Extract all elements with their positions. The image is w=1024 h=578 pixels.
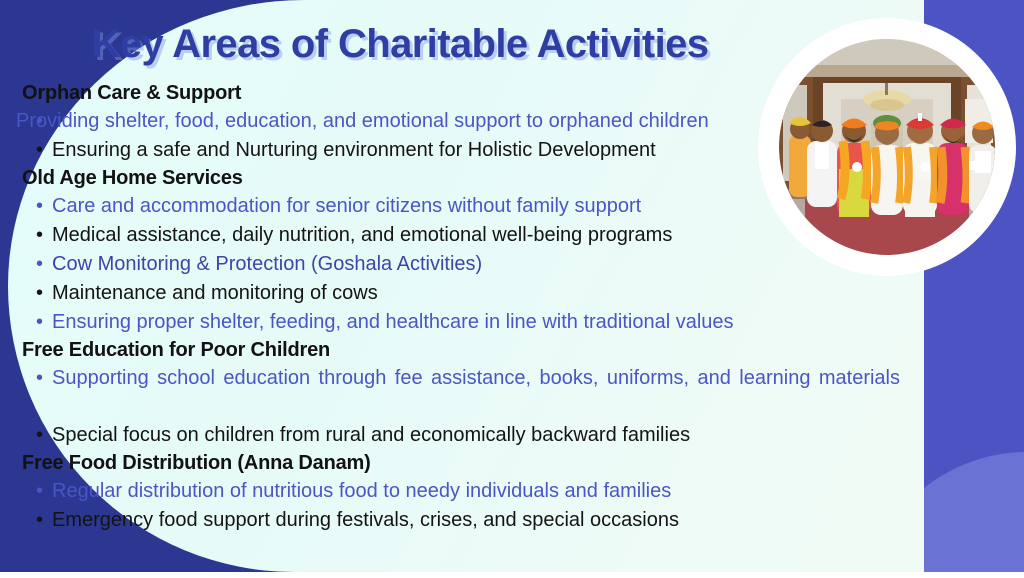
photo-circle-frame	[758, 18, 1016, 276]
list-item-text: Regular distribution of nutritious food …	[52, 480, 672, 502]
list-item-text: Ensuring proper shelter, feeding, and he…	[52, 311, 734, 333]
bullet-dot-icon: •	[36, 224, 44, 246]
section-heading-free-education: Free Education for Poor Children	[22, 339, 331, 361]
page-title: Key Areas of Charitable Activities	[91, 22, 709, 66]
list-item: • Maintenance and monitoring of cows	[22, 279, 900, 307]
section-heading-old-age-home: Old Age Home Services	[22, 167, 243, 189]
list-item-text: Emergency food support during festivals,…	[52, 509, 679, 531]
section-heading-orphan-care: Orphan Care & Support	[22, 82, 242, 104]
list-item: • Providing shelter, food, education, an…	[16, 107, 900, 135]
list-item-text: Ensuring a safe and Nurturing environmen…	[52, 139, 656, 161]
list-item: • Cow Monitoring & Protection (Goshala A…	[22, 250, 900, 278]
bullet-dot-icon: •	[36, 282, 44, 304]
list-item: • Emergency food support during festival…	[22, 506, 900, 534]
bottom-edge-strip	[0, 572, 1024, 578]
bullet-dot-icon: •	[36, 311, 44, 333]
bullet-dot-icon: •	[36, 253, 44, 275]
list-item: • Supporting school education through fe…	[22, 364, 900, 420]
bullet-dot-icon: •	[36, 367, 44, 389]
list-item-text: Special focus on children from rural and…	[52, 424, 691, 446]
group-photo-illustration	[779, 39, 995, 255]
content-body: Orphan Care & Support • Providing shelte…	[0, 80, 900, 535]
bullet-dot-icon: •	[36, 509, 44, 531]
group-photo	[779, 39, 995, 255]
bullet-dot-icon: •	[36, 424, 44, 446]
list-item-text: Providing shelter, food, education, and …	[16, 110, 709, 132]
list-item: • Ensuring a safe and Nurturing environm…	[22, 136, 900, 164]
list-item: • Regular distribution of nutritious foo…	[22, 477, 900, 505]
bullet-dot-icon: •	[36, 480, 44, 502]
bullet-dot-icon: •	[36, 195, 44, 217]
list-item: • Special focus on children from rural a…	[22, 421, 900, 449]
list-item: • Medical assistance, daily nutrition, a…	[22, 221, 900, 249]
section-heading-free-food: Free Food Distribution (Anna Danam)	[22, 452, 371, 474]
bullet-dot-icon: •	[36, 139, 44, 161]
bullet-dot-icon: •	[36, 110, 44, 132]
list-item-text: Cow Monitoring & Protection (Goshala Act…	[52, 253, 483, 275]
list-item-text: Supporting school education through fee …	[52, 367, 900, 389]
list-item: • Care and accommodation for senior citi…	[22, 192, 900, 220]
list-item: • Ensuring proper shelter, feeding, and …	[22, 308, 900, 336]
list-item-text: Medical assistance, daily nutrition, and…	[52, 224, 673, 246]
list-item-text: Care and accommodation for senior citize…	[52, 195, 642, 217]
list-item-text: Maintenance and monitoring of cows	[52, 282, 378, 304]
